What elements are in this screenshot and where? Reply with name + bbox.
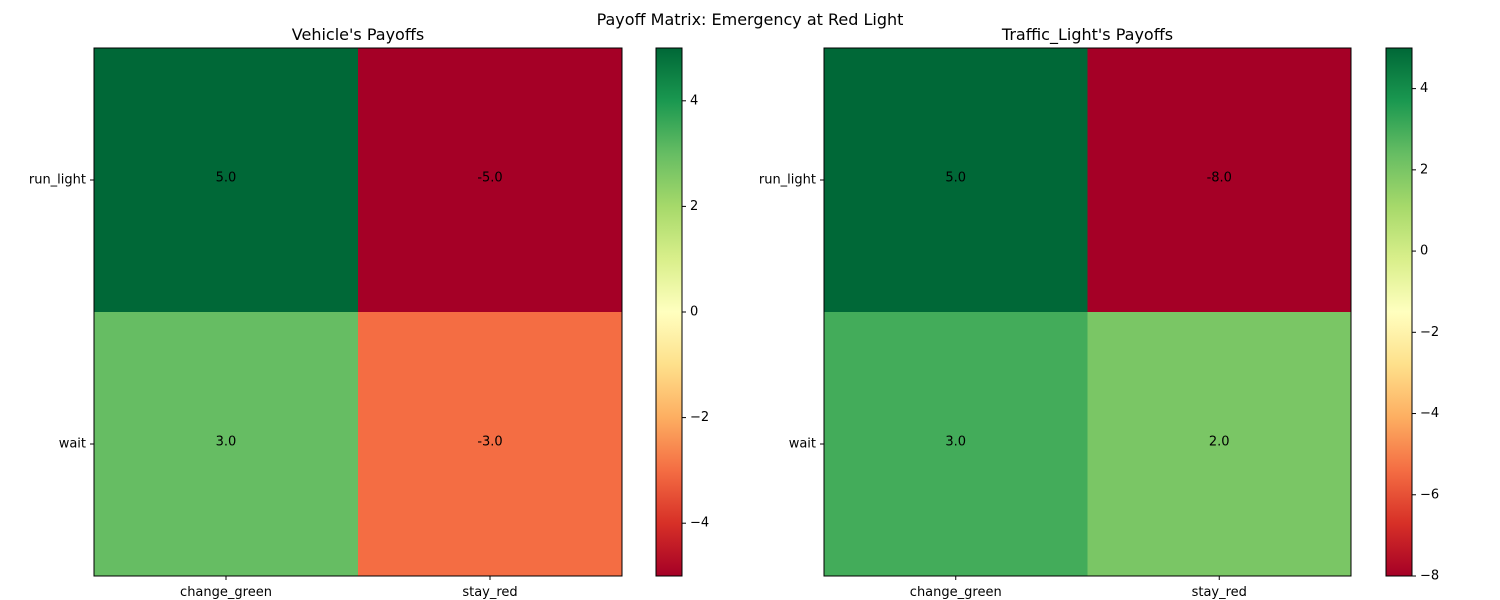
cell-value-label: 5.0 — [216, 171, 237, 186]
colorbar-tick-label: 2 — [1420, 162, 1428, 177]
heatmap-cell — [358, 48, 623, 313]
x-tick-label: change_green — [910, 585, 1002, 600]
cell-value-label: 3.0 — [945, 435, 966, 450]
heatmap-cell — [358, 312, 623, 577]
heatmap-panel-2: Traffic_Light's Payoffs 5.0 -8.0 3.0 2.0 run_… — [759, 25, 1439, 600]
figure-suptitle: Payoff Matrix: Emergency at Red Light — [596, 10, 904, 29]
x-tick-label: stay_red — [1192, 585, 1247, 600]
colorbar-frame — [1385, 47, 1413, 577]
colorbar-gradient — [1386, 48, 1412, 576]
colorbar-tick-label: 0 — [1420, 244, 1428, 259]
heatmap-cell — [1087, 312, 1352, 577]
colorbar-tick-label: −2 — [1420, 325, 1439, 340]
colorbar-tick-label: −4 — [690, 516, 709, 531]
colorbar-tick-label: −6 — [1420, 487, 1439, 502]
y-tick-label: wait — [789, 437, 816, 452]
cell-value-label: -5.0 — [477, 171, 502, 186]
x-tick-label: stay_red — [462, 585, 517, 600]
heatmap-cell — [94, 48, 359, 313]
axes-frame — [823, 47, 1352, 577]
cell-value-label: 5.0 — [945, 171, 966, 186]
y-tick-label: run_light — [29, 173, 86, 188]
colorbar-tick-label: −8 — [1420, 569, 1439, 584]
cell-value-label: 2.0 — [1209, 435, 1230, 450]
panel-title: Vehicle's Payoffs — [292, 25, 424, 44]
x-tick-label: change_green — [180, 585, 272, 600]
colorbar-tick-label: −4 — [1420, 406, 1439, 421]
axes-frame — [93, 47, 623, 577]
cell-value-label: -3.0 — [477, 435, 502, 450]
heatmap-cell — [824, 48, 1088, 313]
colorbar-tick-label: 2 — [690, 199, 698, 214]
cell-value-label: -8.0 — [1207, 171, 1232, 186]
y-tick-label: wait — [59, 437, 86, 452]
colorbar-tick-label: 4 — [1420, 81, 1428, 96]
heatmap-cell — [1087, 48, 1352, 313]
y-tick-label: run_light — [759, 173, 816, 188]
colorbar-gradient — [656, 48, 682, 576]
colorbar-tick-label: −2 — [690, 410, 709, 425]
panel-title: Traffic_Light's Payoffs — [1001, 25, 1173, 45]
colorbar-tick-label: 0 — [690, 305, 698, 320]
heatmap-cell — [94, 312, 359, 577]
cell-value-label: 3.0 — [216, 435, 237, 450]
colorbar-tick-label: 4 — [690, 93, 698, 108]
heatmap-cell — [824, 312, 1088, 577]
heatmap-panel-1: Vehicle's Payoffs 5.0 -5.0 3.0 -3.0 run_light… — [29, 25, 709, 600]
